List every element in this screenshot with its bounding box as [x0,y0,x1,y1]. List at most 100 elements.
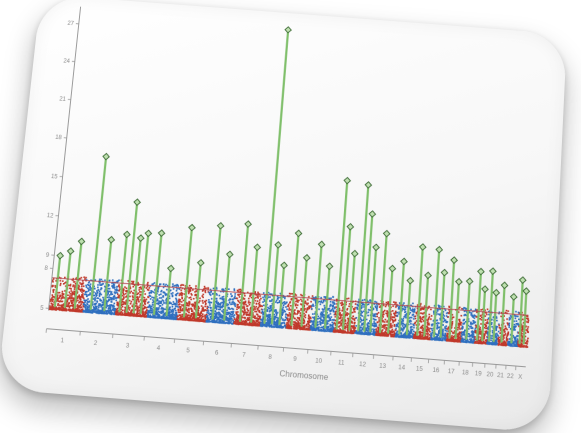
snp-point [108,310,110,312]
snp-point [300,328,302,330]
snp-point [332,319,334,321]
snp-point [195,294,197,296]
snp-point [108,296,110,298]
snp-point [373,325,375,327]
snp-point [193,298,195,300]
snp-point [237,304,239,306]
snp-point [114,309,116,311]
snp-point [357,308,359,310]
snp-point [261,322,263,324]
snp-point [187,317,189,319]
snp-point [354,307,356,309]
snp-point [189,285,191,287]
snp-point [111,298,113,300]
snp-point [311,326,313,328]
snp-point [57,303,59,305]
snp-point [72,286,74,288]
snp-point [178,294,180,296]
snp-point [175,298,177,300]
snp-point [247,309,249,311]
snp-point [145,311,147,313]
snp-point [157,317,159,319]
snp-point [242,311,244,313]
snp-point [152,304,154,306]
snp-point [220,307,222,309]
snp-point [151,296,153,298]
snp-point [249,295,251,297]
snp-point [385,324,387,326]
snp-point [149,310,151,312]
snp-point [218,304,220,306]
snp-point [97,292,99,294]
snp-point [261,305,263,307]
snp-point [385,327,387,329]
snp-point [121,313,123,315]
snp-point [188,312,190,314]
snp-point [147,282,149,284]
snp-point [243,321,245,323]
snp-point [392,320,394,322]
snp-point [123,293,125,295]
snp-point [59,292,61,294]
snp-point [245,313,247,315]
snp-point [69,293,71,295]
snp-point [97,284,99,286]
snp-point [67,299,69,301]
snp-point [223,296,225,298]
snp-point [267,307,269,309]
snp-point [395,328,397,330]
snp-point [334,322,336,324]
snp-point [144,297,146,299]
snp-point [409,317,411,319]
snp-point [294,312,296,314]
snp-point [51,298,53,300]
snp-point [117,314,119,316]
snp-point [402,325,404,327]
snp-point [117,293,119,295]
snp-point [377,322,379,324]
snp-point [307,299,309,301]
snp-point [260,325,262,327]
snp-point [299,312,301,314]
snp-point [257,309,259,311]
snp-point [335,312,337,314]
snp-point [140,286,142,288]
snp-point [333,310,335,312]
snp-point [55,309,57,311]
snp-point [131,281,133,283]
snp-point [281,323,283,325]
snp-point [392,331,394,333]
snp-point [51,294,53,296]
snp-point [237,311,239,313]
snp-point [60,283,62,285]
snp-point [295,303,297,305]
snp-point [173,318,175,320]
snp-point [374,323,376,325]
snp-point [86,294,88,296]
snp-point [62,280,64,282]
snp-point [331,305,333,307]
snp-point [162,295,164,297]
snp-point [310,301,312,303]
snp-point [404,306,406,308]
snp-point [170,293,172,295]
snp-point [286,324,288,326]
snp-point [112,279,114,281]
snp-point [78,288,80,290]
snp-point [65,308,67,310]
snp-point [122,309,124,311]
snp-point [297,304,299,306]
snp-point [131,309,133,311]
snp-point [412,314,414,316]
snp-point [366,329,368,331]
snp-point [123,297,125,299]
snp-point [298,300,300,302]
snp-point [85,305,87,307]
snp-point [394,313,396,315]
snp-point [188,305,190,307]
snp-point [413,327,415,329]
snp-point [249,324,251,326]
snp-point [179,317,181,319]
snp-point [387,335,389,337]
snp-point [84,278,86,280]
